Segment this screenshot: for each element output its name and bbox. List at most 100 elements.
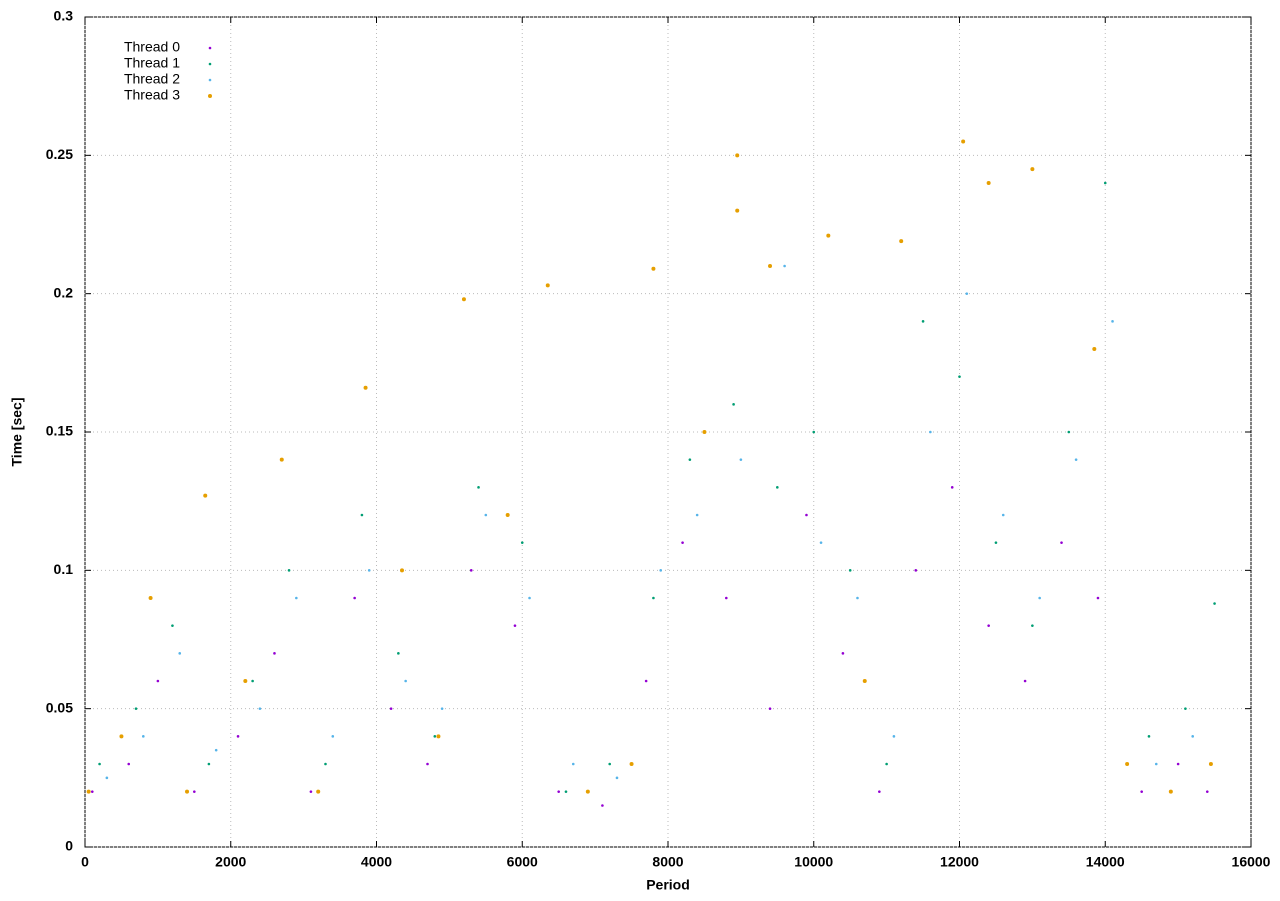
data-point — [440, 707, 444, 710]
data-point — [878, 790, 881, 793]
data-point — [965, 292, 969, 295]
data-point — [1038, 596, 1041, 600]
data-point — [819, 541, 823, 544]
data-point — [885, 762, 888, 766]
legend-label: Thread 1 — [124, 55, 180, 71]
data-point — [899, 239, 904, 244]
x-axis-label: Period — [646, 877, 690, 893]
data-point — [1125, 762, 1130, 766]
data-point — [557, 790, 560, 793]
data-point — [353, 596, 356, 600]
y-tick-label: 0.1 — [54, 561, 74, 577]
data-point — [826, 233, 831, 238]
data-point — [914, 569, 918, 572]
data-point — [892, 735, 896, 738]
legend-marker — [208, 62, 212, 66]
y-axis-label: Time [sec] — [9, 398, 25, 467]
data-point — [644, 679, 648, 683]
y-tick-label: 0.15 — [46, 423, 73, 439]
y-tick-label: 0.25 — [46, 146, 73, 162]
data-point — [389, 707, 393, 710]
y-tick-label: 0 — [65, 838, 73, 854]
data-point — [251, 679, 254, 683]
data-point — [207, 762, 211, 766]
data-point — [400, 568, 405, 573]
data-point — [309, 790, 313, 793]
x-tick-label: 6000 — [507, 854, 538, 870]
data-point — [1154, 762, 1158, 766]
data-point — [608, 762, 611, 766]
data-point — [601, 804, 604, 807]
data-point — [258, 707, 262, 710]
x-tick-label: 2000 — [215, 854, 246, 870]
data-point — [688, 458, 692, 461]
data-point — [1191, 735, 1194, 738]
data-point — [1147, 735, 1151, 738]
legend-label: Thread 2 — [124, 71, 180, 87]
legend-marker — [208, 46, 212, 50]
data-point — [1168, 789, 1173, 794]
data-point — [469, 569, 473, 572]
data-point — [659, 569, 663, 572]
data-point — [324, 762, 327, 766]
data-point — [142, 735, 145, 738]
data-point — [1176, 762, 1180, 766]
data-point — [695, 513, 699, 517]
data-point — [436, 734, 441, 739]
data-point — [185, 789, 190, 794]
x-tick-label: 16000 — [1232, 854, 1271, 870]
data-point — [958, 375, 961, 378]
data-point — [735, 208, 740, 213]
data-point — [1103, 181, 1107, 185]
data-point — [812, 430, 816, 434]
data-point — [1074, 458, 1078, 461]
data-point — [433, 735, 437, 738]
data-point — [243, 679, 248, 683]
data-point — [1205, 790, 1209, 793]
data-point — [178, 652, 182, 655]
data-point — [1067, 430, 1071, 434]
x-tick-label: 10000 — [794, 854, 833, 870]
data-point — [929, 430, 932, 434]
data-point — [805, 513, 808, 517]
data-point — [477, 486, 480, 489]
data-point — [841, 652, 845, 655]
data-point — [273, 652, 276, 655]
legend-label: Thread 3 — [124, 87, 180, 103]
data-point — [484, 513, 488, 517]
y-tick-label: 0.3 — [54, 8, 74, 24]
data-point — [921, 320, 925, 323]
data-point — [725, 596, 728, 600]
data-point — [1031, 624, 1034, 627]
data-point — [776, 486, 779, 489]
data-point — [287, 569, 291, 572]
data-point — [1184, 707, 1187, 710]
y-tick-label: 0.2 — [54, 284, 74, 300]
data-point — [986, 181, 991, 185]
data-point — [156, 679, 160, 683]
data-point — [461, 297, 466, 302]
data-point — [1140, 790, 1143, 793]
data-point — [950, 486, 954, 489]
x-tick-label: 12000 — [940, 854, 979, 870]
data-point — [1213, 602, 1216, 605]
data-point — [193, 790, 196, 793]
legend-marker — [208, 94, 212, 98]
data-point — [528, 596, 531, 600]
data-point — [702, 430, 707, 434]
x-tick-label: 14000 — [1086, 854, 1125, 870]
data-point — [681, 541, 684, 544]
data-point — [1096, 596, 1100, 600]
data-point — [615, 776, 619, 780]
data-point — [86, 789, 91, 794]
data-point — [848, 569, 852, 572]
data-point — [203, 493, 208, 498]
data-point — [651, 266, 656, 271]
data-point — [119, 734, 124, 739]
data-point — [520, 541, 524, 544]
legend-marker — [208, 78, 212, 82]
data-point — [360, 513, 364, 517]
data-point — [404, 679, 407, 683]
data-point — [316, 789, 321, 794]
data-point — [397, 652, 400, 655]
